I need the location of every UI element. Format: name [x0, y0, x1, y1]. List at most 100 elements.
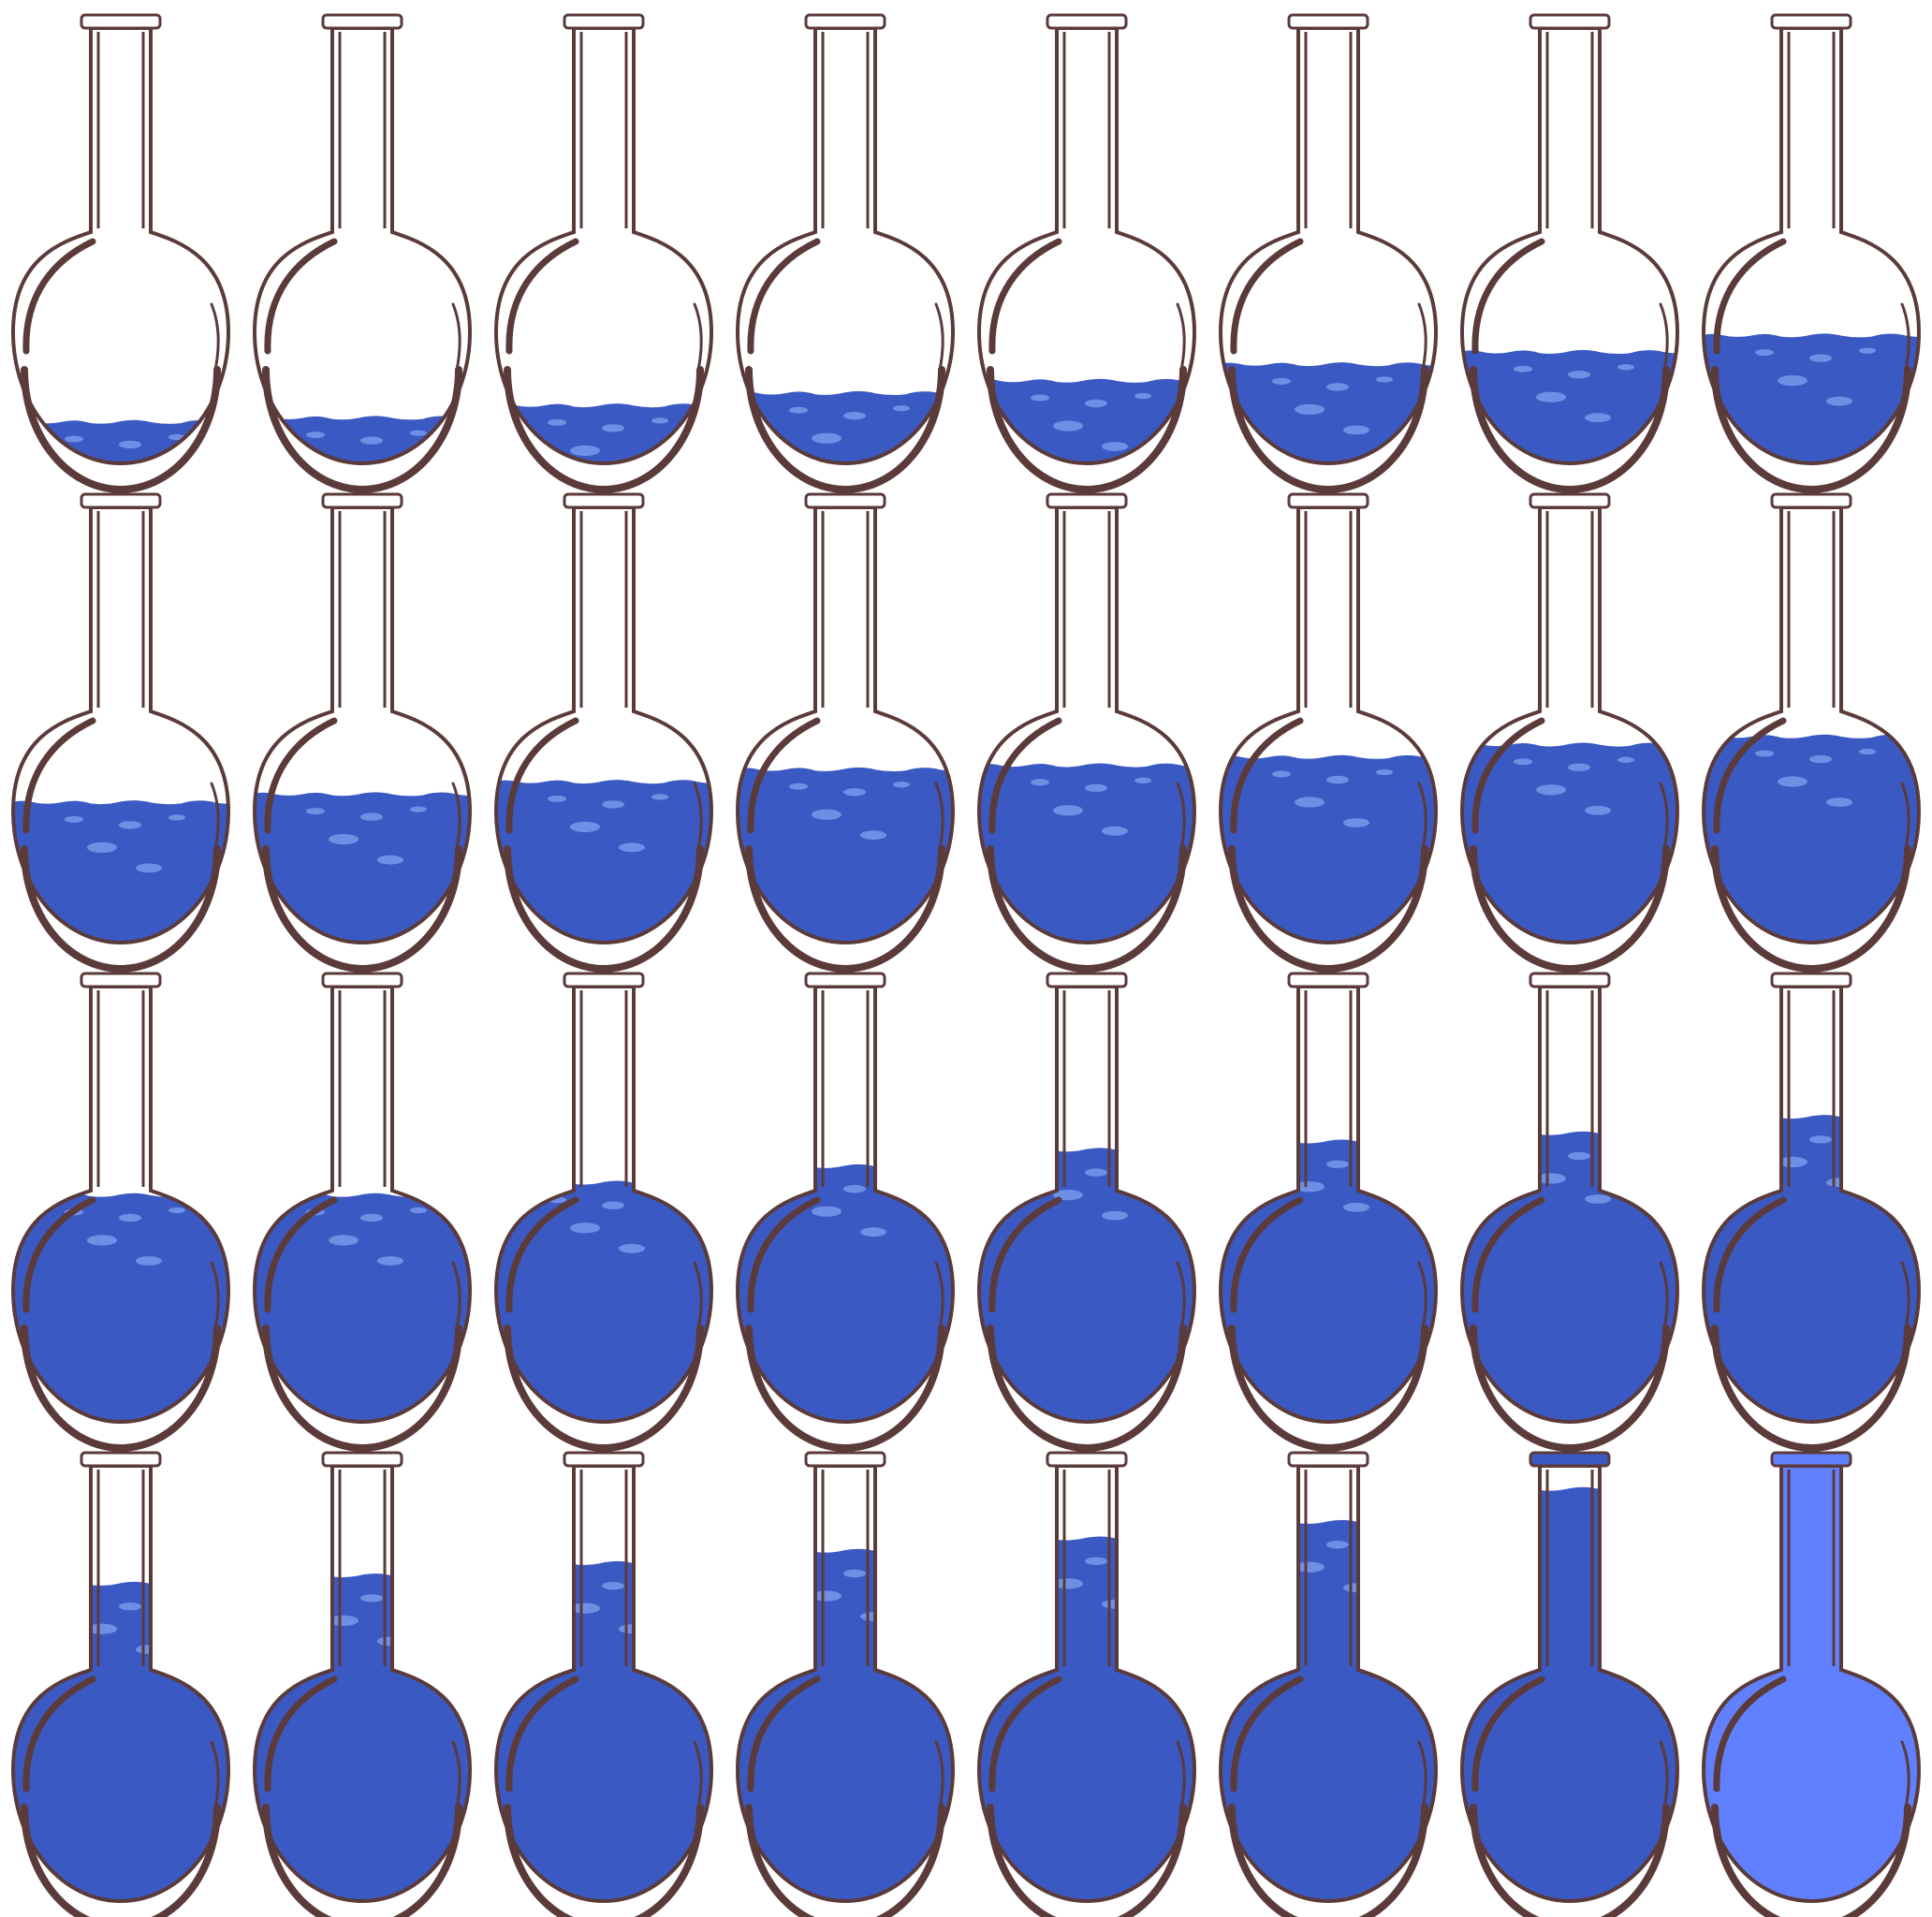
flask-rim: [80, 1451, 162, 1468]
liquid-bubble: [893, 1562, 910, 1570]
liquid-bubble: [1568, 763, 1590, 771]
liquid-bubble: [306, 1588, 325, 1596]
liquid-bubble: [306, 432, 325, 439]
liquid-bubble: [410, 1207, 427, 1214]
flask-reflection: [210, 1740, 220, 1809]
liquid-bubble: [1031, 1163, 1049, 1171]
flask-rim: [1046, 13, 1128, 30]
liquid-bubble: [789, 1564, 808, 1572]
flask-shadow: [745, 1324, 945, 1452]
flask-reflection: [934, 302, 944, 372]
flask-outline: [735, 1464, 956, 1903]
flask-shoulder-shadow: [505, 1676, 579, 1793]
flask-outline: [252, 505, 473, 944]
flask-glass: [13, 28, 228, 463]
flask-liquid: [979, 763, 1194, 943]
liquid-bubble: [812, 809, 842, 820]
flask-sprite: [252, 492, 473, 973]
flask-reflection: [1176, 302, 1186, 372]
liquid-bubble: [602, 800, 624, 809]
liquid-bubble: [119, 1602, 141, 1611]
liquid-bubble: [1272, 377, 1291, 385]
liquid-bubble: [87, 1235, 117, 1246]
flask-rim: [804, 13, 886, 30]
flask-outline: [493, 1464, 714, 1903]
liquid-bubble: [1585, 413, 1611, 423]
flask-shadow: [1470, 366, 1670, 493]
liquid-bubble: [548, 1576, 566, 1584]
liquid-bubble: [168, 1596, 185, 1602]
flask-sprite: [976, 1451, 1197, 1917]
liquid-bubble: [812, 1590, 842, 1602]
liquid-bubble: [619, 1243, 645, 1253]
liquid-bubble: [1085, 1168, 1107, 1177]
flask-reflection: [1900, 1740, 1910, 1809]
flask-frame: [966, 0, 1208, 493]
flask-outline: [735, 505, 956, 944]
flask-rim: [804, 492, 886, 509]
flask-shadow: [987, 1324, 1187, 1452]
flask-shoulder-shadow: [1471, 1196, 1545, 1313]
liquid-bubble: [65, 1597, 83, 1604]
flask-frame: [724, 1438, 966, 1917]
liquid-bubble: [377, 1256, 403, 1266]
liquid-bubble: [1617, 1145, 1634, 1152]
flask-rim: [1287, 13, 1369, 30]
liquid-bubble: [1343, 818, 1369, 827]
liquid-bubble: [119, 821, 141, 829]
liquid-bubble: [1376, 1534, 1393, 1541]
liquid-bubble: [1778, 776, 1808, 787]
flask-shadow: [262, 1324, 462, 1452]
flask-liquid: [496, 780, 711, 943]
flask-sprite: [1701, 1451, 1922, 1917]
flask-shoulder-shadow: [22, 1196, 96, 1313]
flask-frame: [0, 479, 242, 973]
liquid-bubble: [1085, 783, 1107, 792]
flask-frame: [966, 1438, 1208, 1917]
liquid-bubble: [1295, 1561, 1325, 1573]
flask-reflection: [451, 1261, 461, 1330]
flask-shadow: [1711, 366, 1911, 493]
liquid-bubble: [306, 808, 325, 815]
flask-rim: [563, 13, 645, 30]
flask-outline: [1701, 26, 1922, 465]
flask-frame: [1449, 1438, 1690, 1917]
flask-shoulder-shadow: [264, 1196, 338, 1313]
flask-shadow: [1228, 1804, 1428, 1917]
flask-reflection: [1176, 1261, 1186, 1330]
liquid-bubble: [570, 1602, 600, 1614]
flask-frame: [1690, 0, 1932, 493]
flask-frame: [1208, 958, 1449, 1452]
flask-outline: [1459, 505, 1680, 944]
flask-outline: [976, 985, 1197, 1424]
flask-liquid: [1221, 754, 1436, 943]
flask-sprite: [493, 13, 714, 493]
flask-sprite: [1218, 13, 1439, 493]
flask-reflection: [210, 302, 220, 372]
liquid-bubble: [1085, 1557, 1107, 1565]
liquid-bubble: [1053, 805, 1083, 816]
flask-liquid: [255, 1193, 470, 1422]
flask-frame: [242, 1438, 483, 1917]
liquid-bubble: [1134, 777, 1151, 783]
flask-outline: [1218, 1464, 1439, 1903]
flask-rim: [804, 1451, 886, 1468]
flask-sprite: [252, 972, 473, 1452]
flask-rim: [80, 13, 162, 30]
flask-sprite: [252, 13, 473, 493]
liquid-bubble: [1826, 798, 1852, 807]
liquid-bubble: [119, 440, 141, 449]
flask-frame: [483, 0, 724, 493]
flask-glass: [496, 28, 711, 463]
flask-outline: [735, 985, 956, 1424]
liquid-bubble: [843, 1185, 866, 1193]
flask-shoulder-shadow: [1471, 238, 1545, 355]
liquid-bubble: [360, 1213, 383, 1222]
liquid-bubble: [1617, 756, 1634, 763]
liquid-bubble: [1755, 750, 1774, 757]
flask-shoulder-shadow: [264, 717, 338, 834]
liquid-bubble: [1376, 768, 1393, 776]
flask-reflection: [451, 302, 461, 372]
flask-sprite: [976, 492, 1197, 973]
